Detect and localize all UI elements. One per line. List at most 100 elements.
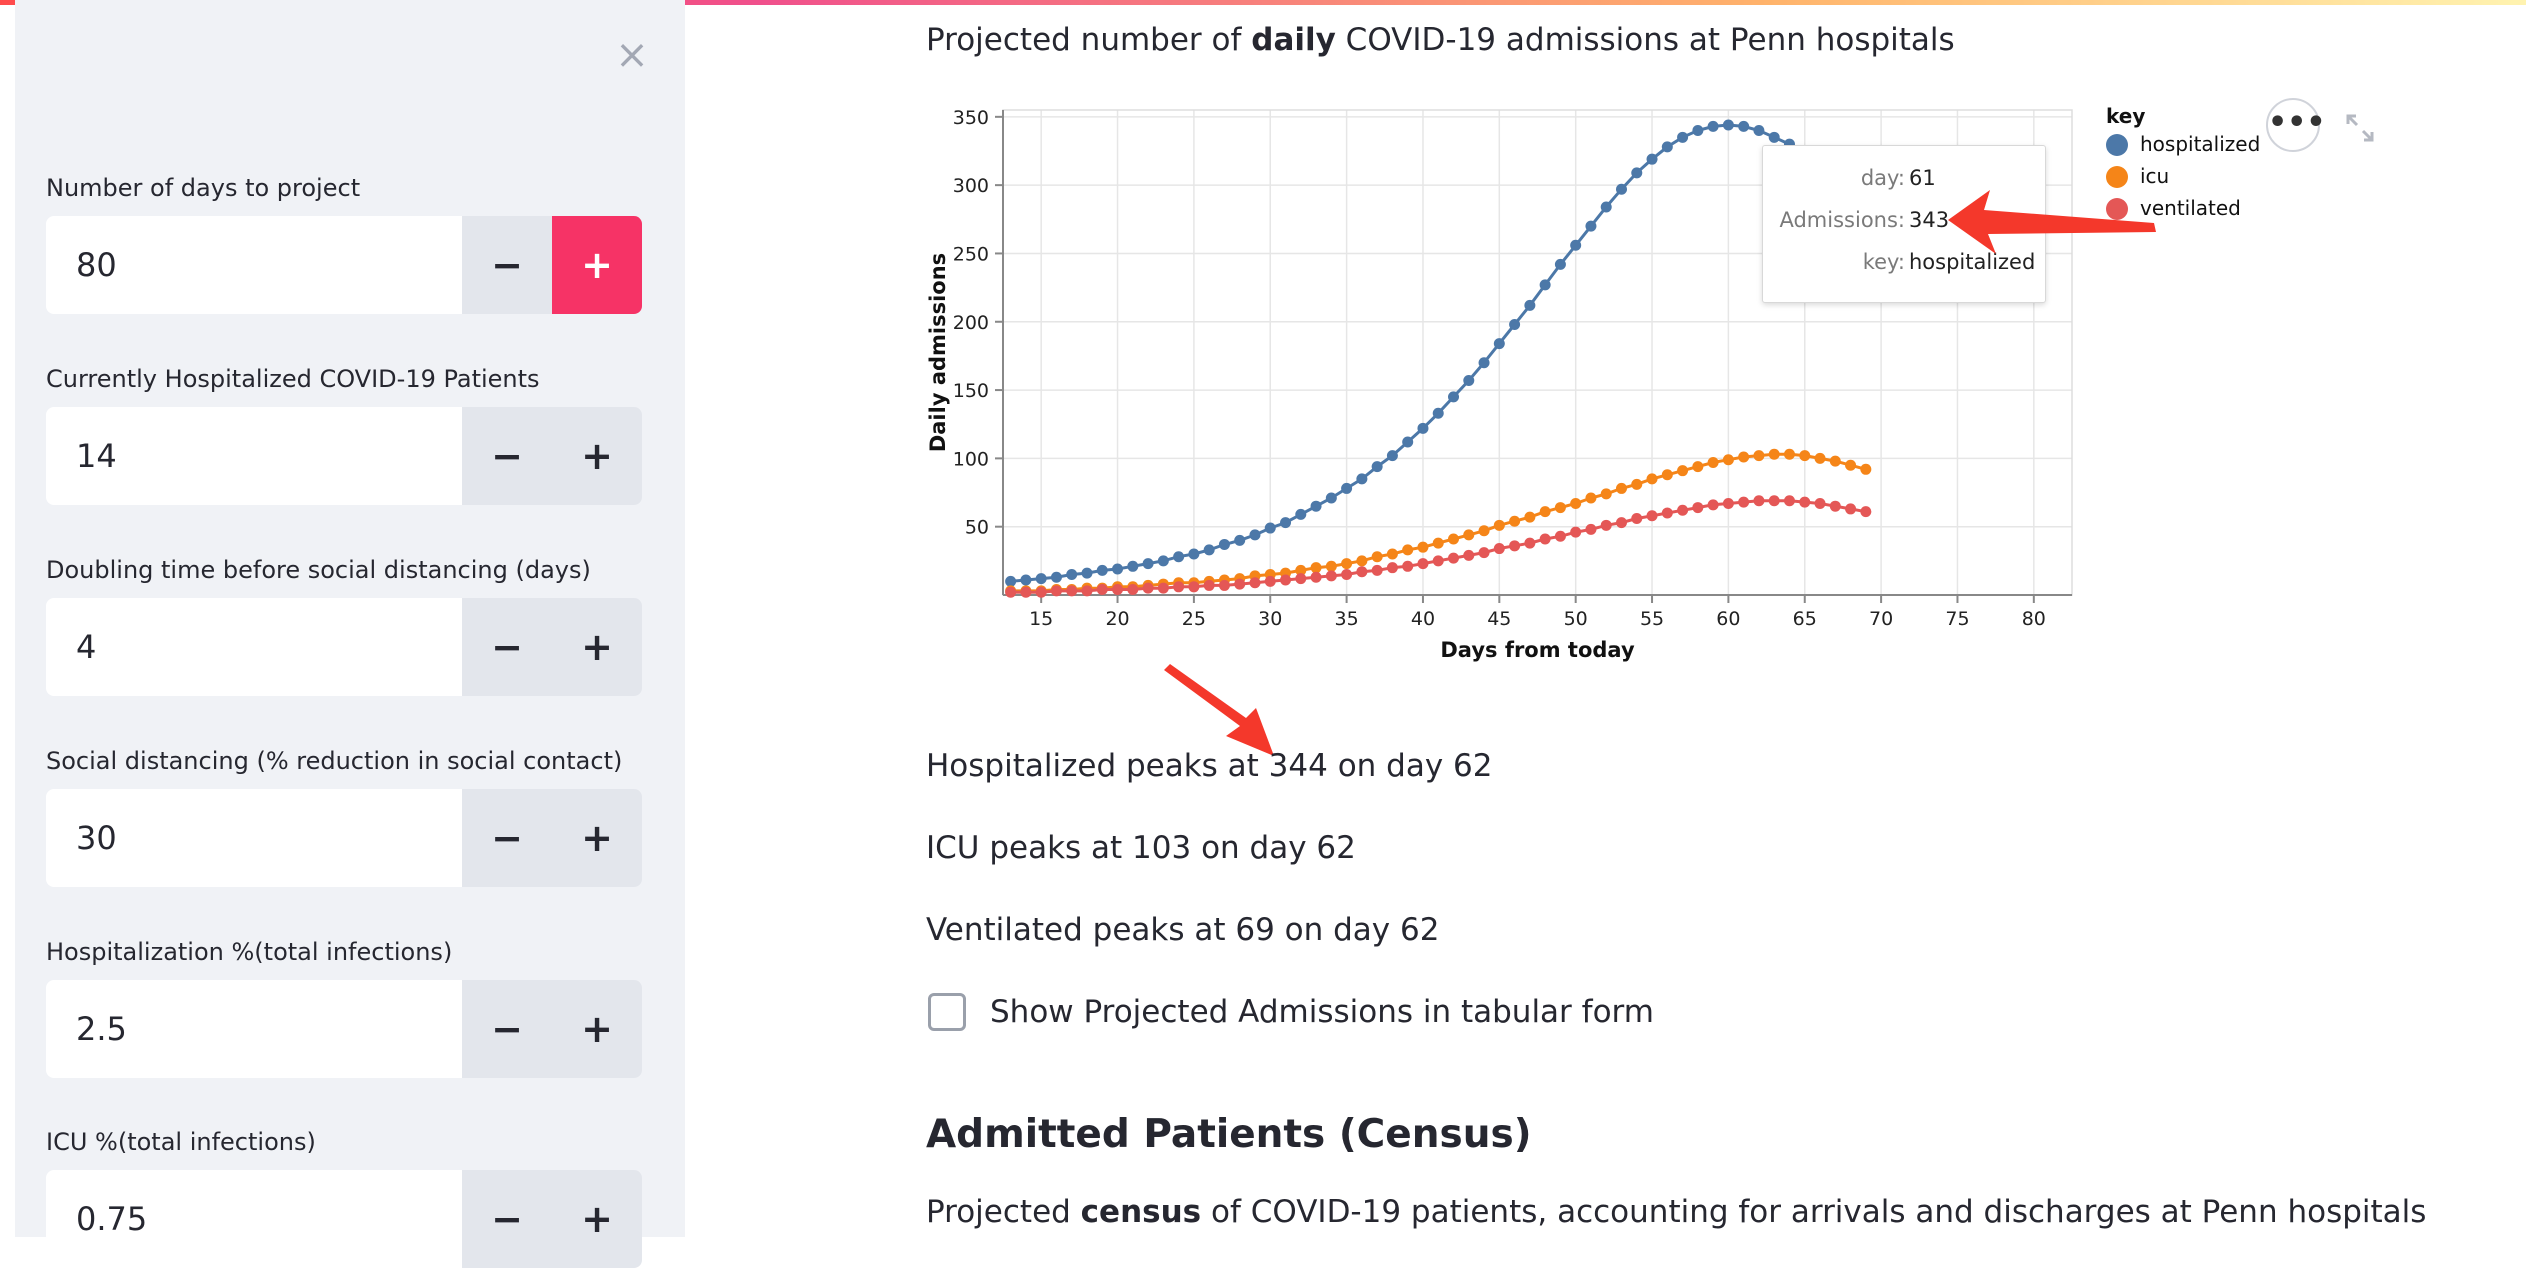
point-hospitalized xyxy=(1539,279,1551,291)
point-icu xyxy=(1310,562,1322,574)
point-icu xyxy=(1493,519,1505,531)
point-ventilated xyxy=(1417,558,1429,570)
peak-text-icu: ICU peaks at 103 on day 62 xyxy=(926,830,1356,866)
decrement-button[interactable]: − xyxy=(462,407,552,505)
x-tick-label: 25 xyxy=(1182,608,1206,630)
point-hospitalized xyxy=(1325,492,1337,504)
increment-button[interactable]: + xyxy=(552,980,642,1078)
point-ventilated xyxy=(1631,512,1643,524)
point-ventilated xyxy=(1722,497,1734,509)
x-tick-label: 45 xyxy=(1487,608,1511,630)
point-hospitalized xyxy=(1081,567,1093,579)
point-icu xyxy=(1509,515,1521,527)
social-distancing-input[interactable]: 30 xyxy=(46,789,462,887)
legend-item-hospitalized[interactable]: hospitalized xyxy=(2106,128,2260,160)
tooltip-row: day: 61 xyxy=(1763,163,2045,193)
number-stepper: 4 − + xyxy=(46,598,642,696)
point-ventilated xyxy=(1218,579,1230,591)
number-stepper: 30 − + xyxy=(46,789,642,887)
point-icu xyxy=(1402,544,1414,556)
point-ventilated xyxy=(1860,506,1872,518)
census-text: of COVID-19 patients, accounting for arr… xyxy=(1201,1194,2427,1230)
tooltip-value: 343 xyxy=(1909,208,1950,232)
decrement-button[interactable]: − xyxy=(462,598,552,696)
x-tick-label: 40 xyxy=(1411,608,1435,630)
field-label: Currently Hospitalized COVID-19 Patients xyxy=(46,365,540,393)
point-icu xyxy=(1570,497,1582,509)
point-icu xyxy=(1677,465,1689,477)
x-tick-label: 15 xyxy=(1029,608,1053,630)
census-bold: census xyxy=(1080,1194,1202,1230)
point-icu xyxy=(1661,469,1673,481)
point-ventilated xyxy=(1432,555,1444,567)
point-ventilated xyxy=(1035,586,1047,598)
point-ventilated xyxy=(1600,519,1612,531)
x-tick-label: 20 xyxy=(1105,608,1129,630)
decrement-button[interactable]: − xyxy=(462,980,552,1078)
point-hospitalized xyxy=(1585,220,1597,232)
tabular-form-checkbox[interactable] xyxy=(928,993,966,1031)
increment-button[interactable]: + xyxy=(552,407,642,505)
point-icu xyxy=(1341,558,1353,570)
point-ventilated xyxy=(1157,582,1169,594)
decrement-button[interactable]: − xyxy=(462,216,552,314)
point-ventilated xyxy=(1295,573,1307,585)
tooltip-value: hospitalized xyxy=(1909,250,2036,274)
legend-item-icu[interactable]: icu xyxy=(2106,160,2260,192)
point-ventilated xyxy=(1081,585,1093,597)
point-ventilated xyxy=(1539,533,1551,545)
increment-button[interactable]: + xyxy=(552,789,642,887)
legend-swatch xyxy=(2106,166,2128,188)
legend-item-ventilated[interactable]: ventilated xyxy=(2106,192,2260,224)
icu-pct-input[interactable]: 0.75 xyxy=(46,1170,462,1268)
increment-button[interactable]: + xyxy=(552,1170,642,1268)
number-stepper: 0.75 − + xyxy=(46,1170,642,1268)
header-bold: daily xyxy=(1251,22,1336,58)
chart-legend: key hospitalized icu ventilated xyxy=(2106,104,2260,224)
y-tick-label: 50 xyxy=(965,517,989,539)
point-ventilated xyxy=(1692,502,1704,514)
point-icu xyxy=(1524,511,1536,523)
legend-label: ventilated xyxy=(2140,196,2241,220)
point-hospitalized xyxy=(1615,183,1627,195)
more-options-button[interactable]: ••• xyxy=(2266,98,2326,152)
point-ventilated xyxy=(1386,562,1398,574)
days-to-project-input[interactable]: 80 xyxy=(46,216,462,314)
point-ventilated xyxy=(1814,497,1826,509)
point-icu xyxy=(1860,463,1872,475)
point-ventilated xyxy=(1753,495,1765,507)
point-hospitalized xyxy=(1677,131,1689,143)
point-icu xyxy=(1371,551,1383,563)
point-hospitalized xyxy=(1402,436,1414,448)
point-hospitalized xyxy=(1417,422,1429,434)
field-label: Hospitalization %(total infections) xyxy=(46,938,453,966)
legend-swatch xyxy=(2106,134,2128,156)
hospitalization-pct-input[interactable]: 2.5 xyxy=(46,980,462,1078)
point-icu xyxy=(1386,548,1398,560)
checkbox-label[interactable]: Show Projected Admissions in tabular for… xyxy=(990,994,1654,1030)
point-ventilated xyxy=(1188,581,1200,593)
doubling-time-input[interactable]: 4 xyxy=(46,598,462,696)
current-hospitalized-input[interactable]: 14 xyxy=(46,407,462,505)
point-ventilated xyxy=(1829,500,1841,512)
point-hospitalized xyxy=(1371,461,1383,473)
x-tick-label: 70 xyxy=(1869,608,1893,630)
y-tick-label: 250 xyxy=(953,243,989,265)
decrement-button[interactable]: − xyxy=(462,1170,552,1268)
point-ventilated xyxy=(1738,496,1750,508)
increment-button[interactable]: + xyxy=(552,598,642,696)
close-icon[interactable]: × xyxy=(615,32,649,78)
point-hospitalized xyxy=(1188,548,1200,560)
point-icu xyxy=(1631,478,1643,490)
point-icu xyxy=(1753,450,1765,462)
point-ventilated xyxy=(1478,547,1490,559)
decrement-button[interactable]: − xyxy=(462,789,552,887)
point-hospitalized xyxy=(1432,407,1444,419)
increment-button[interactable]: + xyxy=(552,216,642,314)
point-hospitalized xyxy=(1264,522,1276,534)
census-description: Projected census of COVID-19 patients, a… xyxy=(926,1194,2426,1230)
tooltip-row: key: hospitalized xyxy=(1763,247,2045,277)
point-ventilated xyxy=(1402,560,1414,572)
expand-icon[interactable] xyxy=(2344,112,2376,144)
top-accent-bar xyxy=(0,0,2526,5)
